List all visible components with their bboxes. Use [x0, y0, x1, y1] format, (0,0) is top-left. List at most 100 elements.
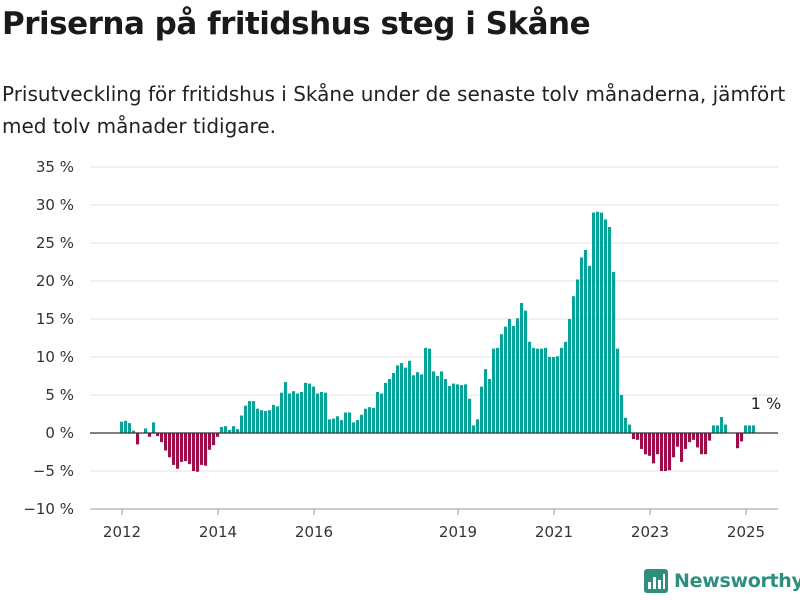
- bar-chart: −10 % −5 % 0 % 5 % 10 % 15 % 20 % 25 % 30 % 35 % 2…: [23, 158, 781, 541]
- bar: [648, 433, 652, 456]
- bar: [304, 382, 308, 433]
- bar: [588, 265, 592, 433]
- bar: [536, 348, 540, 433]
- bar: [700, 433, 704, 455]
- bar: [152, 422, 156, 433]
- y-tick-label: 20 %: [36, 272, 74, 290]
- bar: [752, 425, 756, 433]
- bar: [636, 433, 640, 440]
- bar: [460, 385, 464, 433]
- bar: [352, 422, 356, 433]
- bar: [260, 410, 264, 433]
- bar: [192, 433, 196, 471]
- bar: [652, 433, 656, 464]
- bar: [556, 356, 560, 433]
- bar: [344, 412, 348, 433]
- bar: [136, 433, 140, 445]
- bar: [272, 404, 276, 433]
- bar: [416, 372, 420, 433]
- brand-name: Newsworthy: [674, 570, 800, 592]
- bar: [676, 433, 680, 447]
- bar: [552, 357, 556, 433]
- axes: −10 % −5 % 0 % 5 % 10 % 15 % 20 % 25 % 30 % 35 % 2…: [23, 158, 781, 541]
- bar: [284, 382, 288, 433]
- bar: [172, 433, 176, 465]
- chart-title: Priserna på fritidshus steg i Skåne: [2, 6, 591, 42]
- bar: [400, 363, 404, 433]
- annotation-label: 1 %: [751, 394, 781, 413]
- bar: [480, 386, 484, 433]
- bar: [628, 424, 632, 433]
- bar: [464, 384, 468, 433]
- bar: [208, 433, 212, 450]
- bar: [604, 219, 608, 433]
- bar: [376, 391, 380, 433]
- bar: [608, 227, 612, 433]
- bar: [512, 325, 516, 433]
- bar: [200, 433, 204, 465]
- y-tick-label: −10 %: [23, 500, 74, 518]
- y-tick-label: 10 %: [36, 348, 74, 366]
- bar: [132, 430, 136, 433]
- bar: [472, 425, 476, 433]
- bar: [600, 212, 604, 433]
- bar: [496, 347, 500, 433]
- bar: [584, 249, 588, 433]
- bar: [236, 429, 240, 433]
- bar: [156, 433, 160, 437]
- bar: [456, 384, 460, 433]
- bar: [692, 433, 696, 440]
- bar: [328, 419, 332, 433]
- bar: [188, 433, 192, 465]
- bar: [544, 347, 548, 433]
- bar: [348, 412, 352, 433]
- y-tick-label: 0 %: [45, 424, 74, 442]
- bar: [212, 433, 216, 446]
- bar: [580, 257, 584, 433]
- bar: [396, 365, 400, 433]
- x-tick-label: 2012: [103, 523, 141, 541]
- bar: [596, 211, 600, 433]
- bar: [256, 408, 260, 433]
- bar: [144, 428, 148, 433]
- bar: [724, 424, 728, 433]
- bar: [684, 433, 688, 449]
- bar: [500, 334, 504, 433]
- newsworthy-icon: [644, 569, 668, 593]
- bar: [184, 433, 188, 462]
- bar: [436, 376, 440, 433]
- bar: [592, 212, 596, 433]
- bar: [532, 347, 536, 433]
- bar: [560, 347, 564, 433]
- bar: [420, 374, 424, 433]
- bar: [316, 393, 320, 433]
- bar: [740, 433, 744, 442]
- bar: [644, 433, 648, 455]
- bar: [444, 379, 448, 433]
- bar: [680, 433, 684, 462]
- bar: [332, 418, 336, 433]
- bar: [120, 421, 124, 433]
- bar: [748, 425, 752, 433]
- bar: [204, 433, 208, 466]
- bar: [264, 410, 268, 433]
- bar: [744, 425, 748, 433]
- bar: [128, 423, 132, 433]
- bar: [736, 433, 740, 449]
- bar: [492, 348, 496, 433]
- bar: [408, 360, 412, 433]
- bar: [232, 426, 236, 433]
- bar: [160, 433, 164, 443]
- bar: [572, 296, 576, 433]
- bar: [484, 369, 488, 433]
- bar: [524, 310, 528, 433]
- bar: [564, 341, 568, 433]
- bar: [696, 433, 700, 448]
- bar: [360, 414, 364, 433]
- bar: [280, 392, 284, 433]
- bar: [452, 383, 456, 433]
- x-tick-label: 2014: [199, 523, 237, 541]
- y-tick-label: 5 %: [45, 386, 74, 404]
- bar: [196, 433, 200, 472]
- bar: [548, 357, 552, 433]
